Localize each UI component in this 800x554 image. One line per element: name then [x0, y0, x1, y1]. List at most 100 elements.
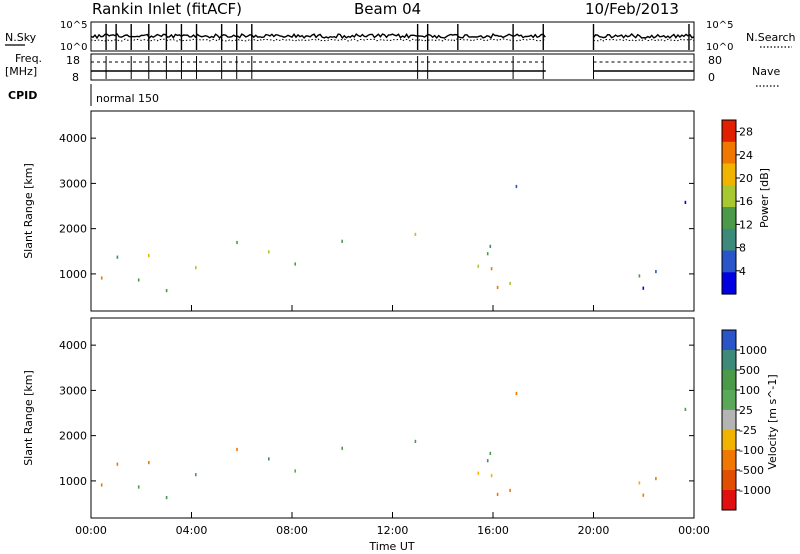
velocity-cell	[148, 461, 150, 465]
power-cell	[116, 255, 119, 259]
y-tick-label: 2000	[59, 223, 87, 236]
freq-tick-low: 8	[72, 71, 79, 84]
velocity-y-ticks: 1000 2000 3000 4000	[59, 339, 694, 488]
power-cell	[496, 285, 499, 289]
power-cell	[489, 244, 492, 248]
nsearch-tick-low: 10^0	[706, 42, 733, 53]
power-colorbar-tick-label: 16	[739, 195, 753, 208]
power-cell	[509, 281, 511, 285]
x-tick-label: 16:00	[477, 524, 509, 537]
velocity-cell	[638, 481, 641, 485]
power-colorbar-frame	[721, 119, 737, 295]
nsky-label: N.Sky	[5, 31, 37, 44]
nave-tick-low: 0	[708, 71, 715, 84]
velocity-colorbar-swatch	[722, 410, 736, 431]
nsearch-tick-high: 10^5	[706, 20, 733, 31]
beam-title: Beam 04	[354, 0, 421, 18]
power-cell	[148, 254, 150, 258]
velocity-colorbar-swatch	[722, 490, 736, 511]
velocity-cell	[489, 451, 492, 455]
velocity-colorbar-tick-label: 25	[739, 404, 753, 417]
y-tick-label: 4000	[59, 339, 87, 352]
velocity-colorbar-tick-label: 1000	[739, 344, 767, 357]
power-cell	[137, 278, 140, 282]
velocity-colorbar: 1000 500 100 25 -25 -100 -500 -1000	[721, 329, 771, 511]
power-panel-bg	[91, 111, 694, 311]
power-cell	[486, 252, 489, 256]
power-cell	[414, 232, 417, 236]
nsky-tick-high: 10^5	[60, 20, 87, 31]
power-colorbar: 4 8 12 16 20 24 28	[721, 119, 753, 295]
power-cell	[268, 250, 270, 254]
power-cell	[655, 270, 657, 274]
velocity-colorbar-swatch	[722, 390, 736, 411]
velocity-colorbar-tick-label: 500	[739, 364, 760, 377]
nave-tick-high: 80	[708, 54, 722, 67]
power-colorbar-swatch	[722, 163, 736, 186]
power-cell	[642, 286, 645, 290]
power-colorbar-swatch	[722, 207, 736, 230]
velocity-cell	[116, 462, 119, 466]
velocity-heatmap	[100, 391, 687, 500]
power-cell	[515, 184, 518, 189]
velocity-colorbar-swatch	[722, 370, 736, 391]
power-cell	[490, 267, 493, 271]
power-colorbar-tick-label: 12	[739, 218, 753, 231]
velocity-cell	[165, 496, 168, 500]
freq-unit-label: [MHz]	[5, 65, 37, 78]
y-tick-label: 1000	[59, 268, 87, 281]
velocity-cell	[341, 446, 343, 450]
power-cell	[195, 266, 197, 270]
velocity-colorbar-tick-label: -1000	[739, 484, 771, 497]
nave-label: Nave	[752, 65, 780, 78]
velocity-cell	[477, 471, 480, 475]
velocity-colorbar-tick-label: -100	[739, 444, 764, 457]
freq-label: Freq.	[15, 52, 42, 65]
power-colorbar-tick-label: 28	[739, 126, 753, 139]
freq-trace	[91, 56, 694, 79]
velocity-colorbar-label: Velocity [m s^-1]	[766, 374, 779, 469]
velocity-colorbar-frame	[721, 329, 737, 511]
power-y-ticks: 1000 2000 3000 4000	[59, 132, 694, 281]
velocity-cell	[490, 474, 493, 478]
power-cell	[341, 239, 343, 243]
power-cell	[294, 262, 296, 266]
velocity-cell	[642, 493, 645, 497]
velocity-cell	[486, 459, 489, 463]
power-cell	[236, 240, 238, 245]
power-cell	[100, 276, 103, 280]
power-colorbar-swatch	[722, 185, 736, 208]
velocity-cell	[414, 439, 417, 443]
freq-tick-high: 18	[66, 54, 80, 67]
power-colorbar-swatch	[722, 120, 736, 143]
y-tick-label: 4000	[59, 132, 87, 145]
velocity-panel-bg	[91, 318, 694, 518]
y-tick-label: 2000	[59, 430, 87, 443]
y-tick-label: 1000	[59, 475, 87, 488]
velocity-colorbar-swatch	[722, 350, 736, 371]
power-heatmap	[100, 184, 687, 293]
x-tick-label: 12:00	[377, 524, 409, 537]
velocity-cell	[684, 407, 687, 411]
velocity-cell	[195, 473, 197, 477]
power-colorbar-tick-label: 8	[739, 242, 746, 255]
velocity-cell	[515, 391, 518, 396]
power-cell	[684, 200, 687, 204]
x-tick-label: 20:00	[578, 524, 610, 537]
velocity-x-ticks: 00:00 04:00 08:00 12:00 16:00 20:00 00:00	[75, 305, 710, 537]
power-cell	[477, 264, 480, 268]
velocity-cell	[509, 488, 511, 492]
velocity-cell	[100, 483, 103, 487]
power-colorbar-swatch	[722, 141, 736, 165]
y-tick-label: 3000	[59, 177, 87, 190]
velocity-colorbar-swatch	[722, 430, 736, 451]
power-cell	[638, 274, 641, 278]
x-tick-label: 08:00	[276, 524, 308, 537]
cpid-label: CPID	[8, 89, 37, 102]
velocity-cell	[268, 457, 270, 461]
x-tick-label: 00:00	[75, 524, 107, 537]
velocity-y-axis-label: Slant Range [km]	[22, 370, 35, 466]
cpid-value: normal 150	[96, 92, 159, 105]
nsky-tick-low: 10^0	[60, 42, 87, 53]
